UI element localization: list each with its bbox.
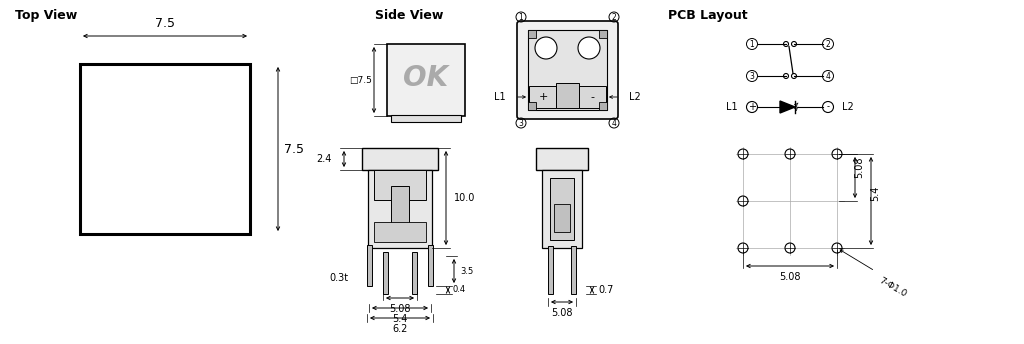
Bar bbox=[374, 170, 426, 200]
Bar bbox=[368, 170, 432, 248]
Text: 4: 4 bbox=[825, 72, 830, 80]
Text: 4: 4 bbox=[611, 118, 616, 128]
Circle shape bbox=[785, 243, 795, 253]
Bar bbox=[80, 64, 250, 234]
Text: 6.2: 6.2 bbox=[392, 324, 408, 334]
Text: 5.4: 5.4 bbox=[392, 314, 408, 324]
Text: 5.08: 5.08 bbox=[854, 156, 864, 178]
Text: □7.5: □7.5 bbox=[349, 75, 372, 85]
Bar bbox=[367, 245, 372, 286]
Bar bbox=[528, 30, 536, 38]
Bar bbox=[412, 252, 417, 294]
Text: L1: L1 bbox=[495, 92, 506, 102]
Text: L2: L2 bbox=[842, 102, 854, 112]
Bar bbox=[383, 252, 388, 294]
Text: 2: 2 bbox=[825, 40, 830, 49]
Text: L1: L1 bbox=[726, 102, 738, 112]
Bar bbox=[556, 83, 579, 108]
Polygon shape bbox=[780, 101, 795, 113]
Text: -: - bbox=[590, 92, 594, 102]
Text: +: + bbox=[539, 92, 548, 102]
Bar bbox=[599, 102, 607, 110]
Bar bbox=[387, 44, 465, 116]
Text: Side View: Side View bbox=[375, 9, 443, 22]
Text: 5.08: 5.08 bbox=[389, 304, 411, 314]
Text: +: + bbox=[748, 102, 756, 112]
Text: 3: 3 bbox=[750, 72, 755, 80]
Circle shape bbox=[578, 37, 600, 59]
Bar bbox=[362, 148, 438, 170]
Text: 3.5: 3.5 bbox=[460, 267, 473, 276]
Bar bbox=[528, 30, 607, 110]
Text: 7.5: 7.5 bbox=[284, 142, 304, 155]
FancyBboxPatch shape bbox=[517, 21, 618, 119]
Text: 10.0: 10.0 bbox=[454, 193, 475, 203]
Text: L2: L2 bbox=[629, 92, 641, 102]
Circle shape bbox=[785, 149, 795, 159]
Circle shape bbox=[738, 196, 748, 206]
Bar bbox=[428, 245, 433, 286]
Text: 7.5: 7.5 bbox=[155, 17, 175, 30]
Text: OK: OK bbox=[403, 64, 449, 92]
Circle shape bbox=[738, 149, 748, 159]
Bar bbox=[536, 148, 588, 170]
Text: 5.4: 5.4 bbox=[870, 186, 880, 201]
Text: 2: 2 bbox=[611, 12, 616, 22]
Text: 3: 3 bbox=[518, 118, 523, 128]
Text: 5.08: 5.08 bbox=[551, 308, 572, 318]
Bar bbox=[550, 178, 574, 240]
Text: 5.08: 5.08 bbox=[779, 272, 801, 282]
Text: 7-Φ1.0: 7-Φ1.0 bbox=[877, 276, 908, 299]
Circle shape bbox=[831, 243, 842, 253]
Bar bbox=[374, 222, 426, 242]
Bar bbox=[391, 115, 461, 122]
Bar bbox=[391, 186, 409, 234]
Text: 1: 1 bbox=[750, 40, 755, 49]
Text: -: - bbox=[826, 103, 829, 111]
Text: Top View: Top View bbox=[15, 9, 77, 22]
Bar bbox=[579, 86, 606, 108]
Bar bbox=[554, 204, 570, 232]
Circle shape bbox=[831, 149, 842, 159]
Circle shape bbox=[738, 243, 748, 253]
Text: PCB Layout: PCB Layout bbox=[668, 9, 748, 22]
Bar bbox=[548, 246, 553, 294]
Bar bbox=[542, 170, 582, 248]
Text: 1: 1 bbox=[518, 12, 523, 22]
Bar bbox=[529, 86, 556, 108]
Text: 2.4: 2.4 bbox=[316, 154, 332, 164]
Text: 0.7: 0.7 bbox=[598, 285, 613, 295]
Circle shape bbox=[535, 37, 557, 59]
Bar bbox=[599, 30, 607, 38]
Bar bbox=[528, 102, 536, 110]
Text: 0.3t: 0.3t bbox=[329, 273, 348, 283]
Text: 0.4: 0.4 bbox=[452, 286, 465, 294]
Bar bbox=[571, 246, 575, 294]
